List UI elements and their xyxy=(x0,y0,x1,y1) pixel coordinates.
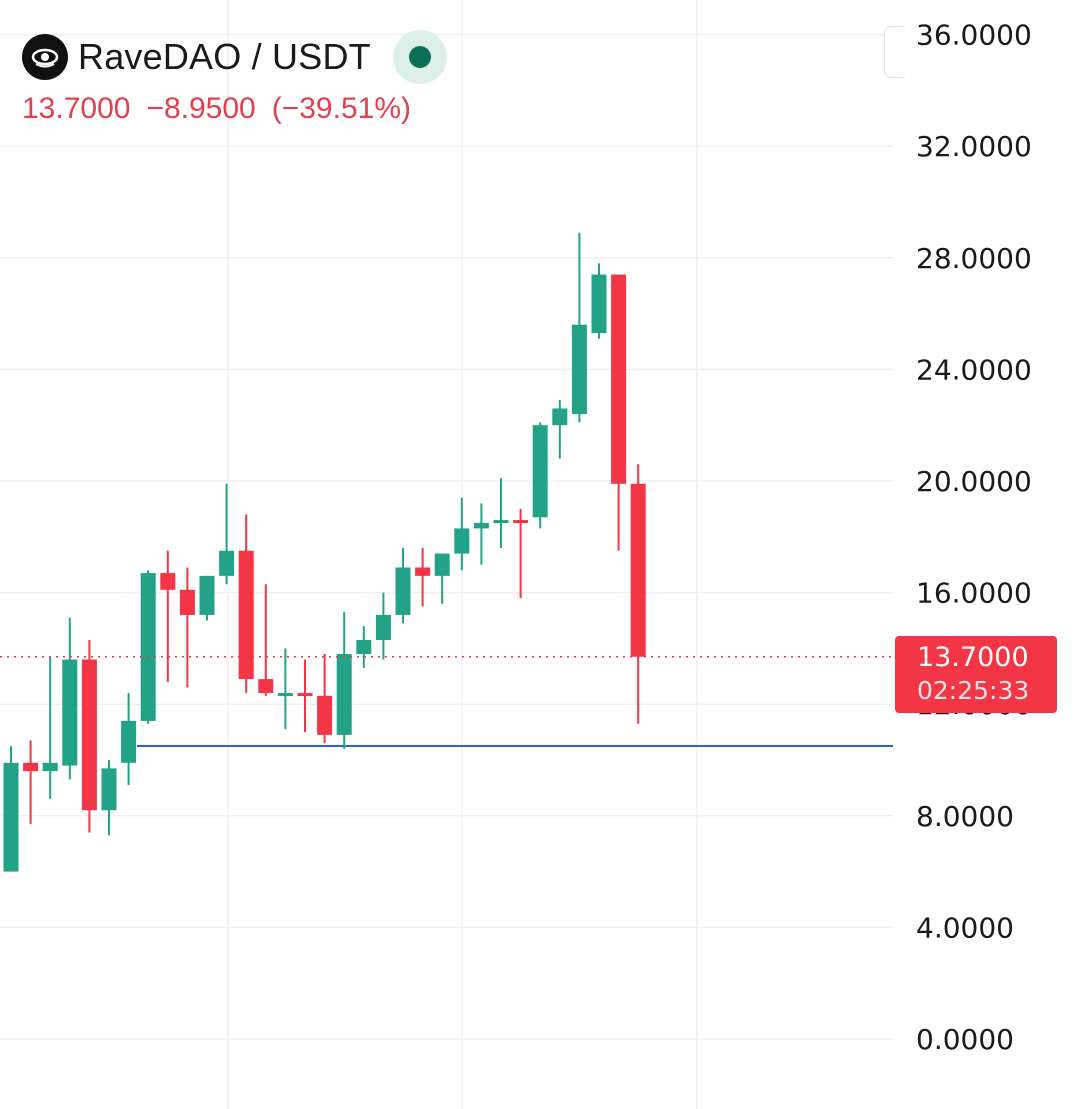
candle-body xyxy=(317,695,333,735)
y-tick-label: 24.0000 xyxy=(916,353,1032,386)
y-tick-label: 32.0000 xyxy=(916,130,1032,163)
candle-body xyxy=(62,659,78,766)
candle-body xyxy=(277,693,293,697)
candle-body xyxy=(219,550,235,576)
candle-body xyxy=(23,762,39,772)
candle-body xyxy=(160,573,176,590)
candle-body xyxy=(336,653,352,735)
y-tick-label: 20.0000 xyxy=(916,465,1032,498)
candle-body xyxy=(101,768,117,811)
candle-body xyxy=(375,614,391,641)
y-tick-label: 28.0000 xyxy=(916,242,1032,275)
y-tick-label: 0.0000 xyxy=(916,1023,1014,1056)
candle-body xyxy=(258,679,274,694)
symbol-name: RaveDAO / USDT xyxy=(78,36,371,77)
candle-body xyxy=(434,553,450,576)
candle-body xyxy=(81,659,97,811)
candle-body xyxy=(454,528,470,554)
candle-body xyxy=(140,573,156,721)
candle-body xyxy=(591,274,607,334)
candle-body xyxy=(513,520,529,524)
candle-body xyxy=(238,550,254,680)
y-tick-label: 36.0000 xyxy=(916,19,1032,52)
candle-body xyxy=(199,575,215,615)
ravedao-logo-icon xyxy=(22,34,68,80)
candle-body xyxy=(552,408,568,426)
price-change-row: 13.7000 −8.9500 (−39.51%) xyxy=(22,92,427,126)
candle-body xyxy=(611,274,627,484)
price-change-percent: (−39.51%) xyxy=(271,92,411,125)
symbol-header[interactable]: RaveDAO / USDT xyxy=(22,30,447,84)
price-change: −8.9500 xyxy=(146,92,256,125)
chart-settings-button[interactable] xyxy=(884,26,905,78)
candle-body xyxy=(297,693,313,697)
candle-body xyxy=(3,762,19,872)
market-status-indicator[interactable] xyxy=(392,30,447,84)
candle-body xyxy=(493,520,509,524)
y-tick-label: 4.0000 xyxy=(916,911,1014,944)
last-price-label: 13.7000 02:25:33 xyxy=(895,636,1057,713)
y-tick-label: 16.0000 xyxy=(916,577,1032,610)
candle-body xyxy=(415,567,431,576)
candle-body xyxy=(179,589,195,615)
bar-countdown: 02:25:33 xyxy=(917,676,1030,705)
candle-body xyxy=(532,425,548,518)
candles xyxy=(3,232,646,872)
last-price: 13.7000 xyxy=(22,92,131,125)
candle-body xyxy=(571,324,587,415)
candle-body xyxy=(42,762,58,772)
market-open-dot-icon xyxy=(408,46,431,68)
candle-body xyxy=(473,522,489,529)
candle-body xyxy=(121,720,137,763)
candle-body xyxy=(630,483,646,657)
candle-body xyxy=(395,567,411,615)
price-axis[interactable]: 36.0000 32.0000 28.0000 24.0000 20.0000 16.00… xyxy=(916,19,1032,1056)
candle-body xyxy=(356,640,372,654)
price-label-value: 13.7000 xyxy=(917,642,1029,673)
y-tick-label: 8.0000 xyxy=(916,800,1014,833)
